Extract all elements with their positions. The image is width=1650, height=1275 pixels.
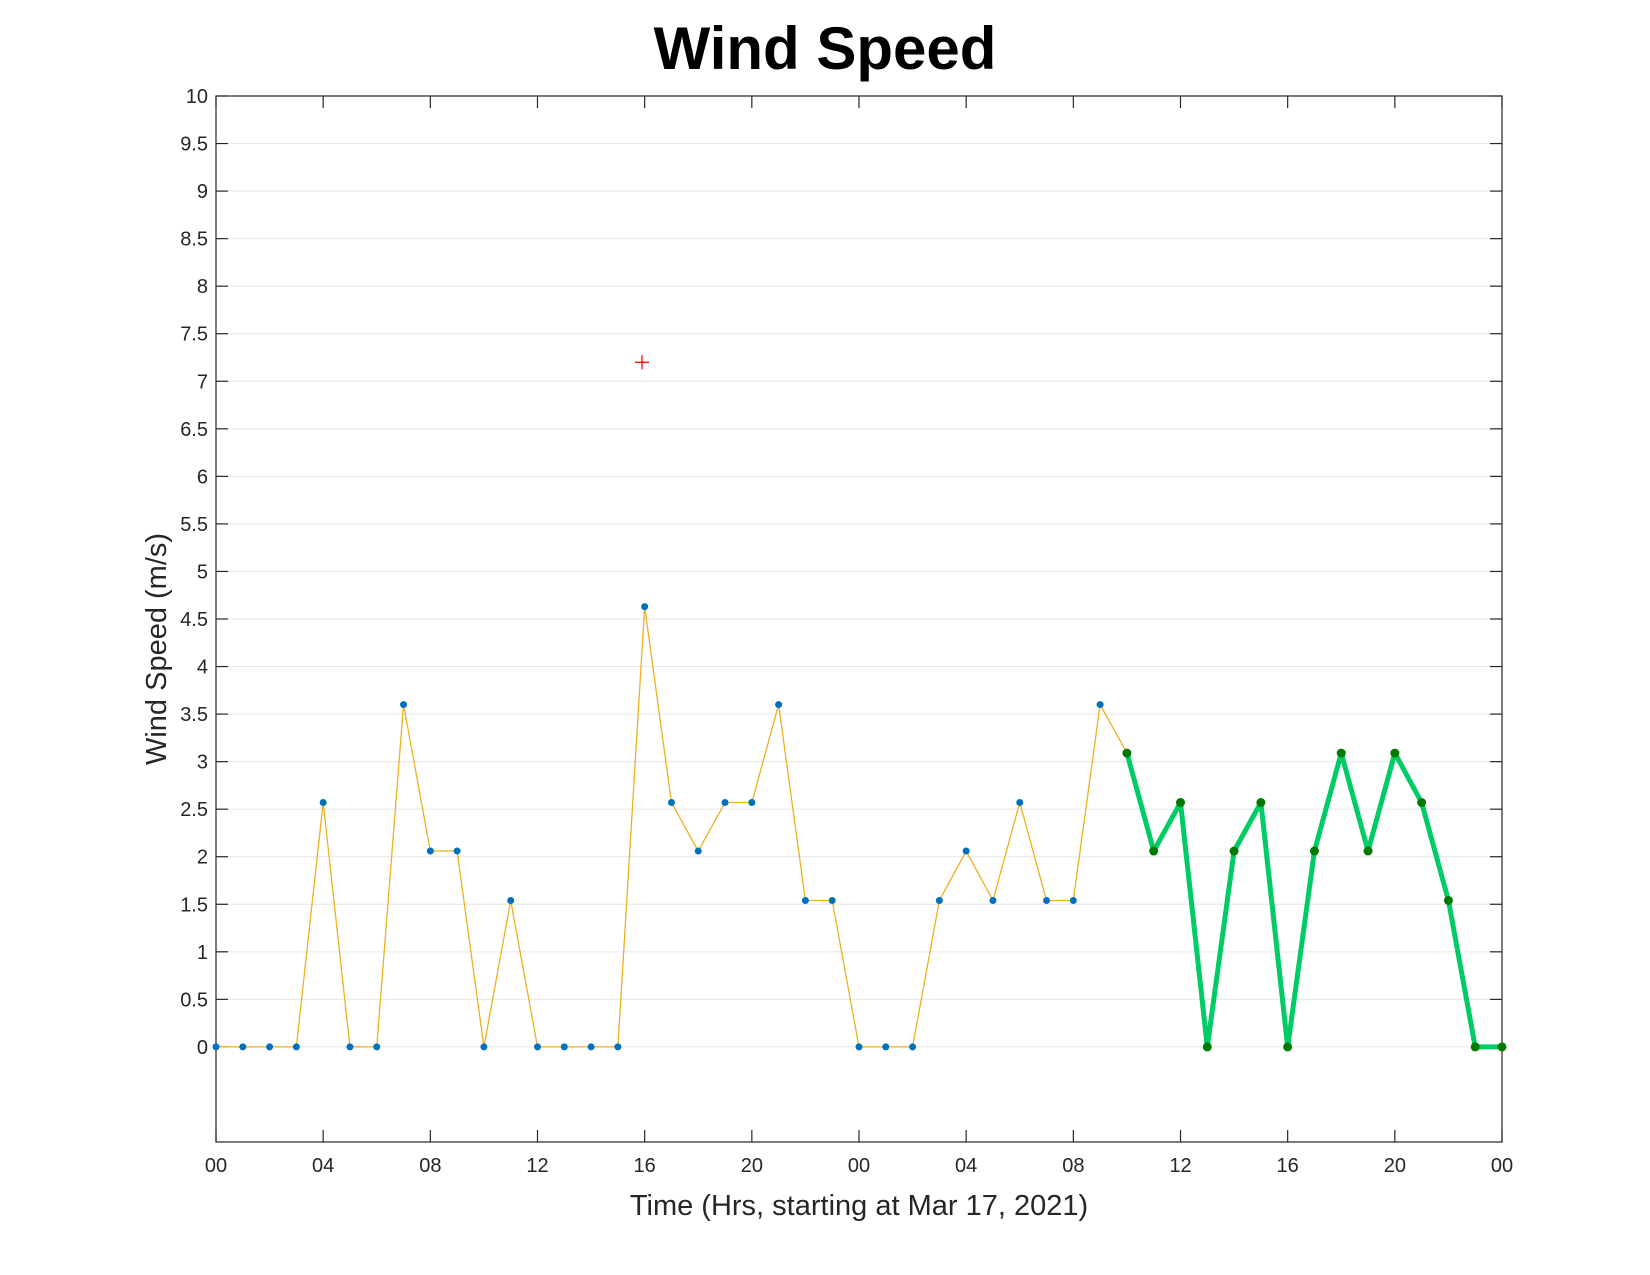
series-1-point [748,799,756,807]
series-1-point [614,1043,622,1051]
y-tick-label: 0 [197,1037,208,1059]
y-tick-label: 10 [186,86,208,108]
series-1-line [216,605,1128,1048]
y-tick-label: 5.5 [180,514,208,536]
x-tick-label: 20 [741,1155,763,1177]
x-tick-label: 04 [955,1155,977,1177]
x-tick-label: 00 [848,1155,870,1177]
series-1-point [346,1043,354,1051]
series-1-point [534,1043,541,1051]
series-2-point [1122,748,1132,758]
y-tick-label: 6.5 [180,419,208,441]
series-1-point [775,701,783,709]
y-tick-label: 4 [197,657,208,679]
series-2-point [1390,748,1400,758]
series-1-point [909,1043,917,1051]
x-tick-label: 08 [419,1155,441,1177]
series-1-point [694,847,702,855]
series-1-point [292,1043,300,1051]
series-2-point [1176,798,1185,808]
series-1-point [400,701,408,709]
x-tick-label: 04 [312,1155,334,1177]
annotation-layer [634,355,649,370]
y-tick-label: 9 [197,181,208,203]
red-plus-marker [634,355,649,370]
y-tick-label: 7 [197,371,208,393]
series-1-point [801,896,809,904]
series-2-point [1497,1042,1507,1052]
series-1-point [426,847,434,855]
series-1-point [828,896,836,904]
y-tick-label: 8.5 [180,229,208,251]
series-2-point [1309,846,1319,856]
series-1-point [721,799,729,807]
axis-ticks: 0 0.5 1 1.5 2 2.5 3 3.5 4 4.5 5 5.5 6 6.5 7 7.5 8 8.5 9 9.5… [180,86,1513,1177]
series-1-point [239,1043,247,1051]
series-2-point [1202,1042,1212,1052]
y-tick-label: 1.5 [180,894,208,916]
series-2-point [1283,1042,1293,1052]
series-1-point [855,1043,863,1051]
x-tick-label: 16 [1277,1155,1299,1177]
series-2-point [1470,1042,1480,1052]
series-1-point [507,896,515,904]
series-1-point [453,847,461,855]
x-tick-label: 00 [1491,1155,1513,1177]
x-tick-label: 08 [1062,1155,1084,1177]
series-1-point [587,1043,595,1051]
series-1-point [1069,896,1077,904]
x-axis-label: Time (Hrs, starting at Mar 17, 2021) [630,1190,1088,1222]
grid-lines [216,143,1502,1048]
chart-title: Wind Speed [653,15,997,82]
y-tick-label: 4.5 [180,609,208,631]
y-tick-label: 2 [197,847,208,869]
series-2-point [1336,748,1346,758]
series-layer [212,603,1507,1052]
series-1-point [882,1043,890,1051]
series-2-point [1256,798,1266,808]
series-2-point [1443,895,1453,905]
y-tick-label: 2.5 [180,799,208,821]
y-tick-label: 8 [197,276,208,298]
series-2-point [1363,846,1373,856]
series-1-point [319,799,327,807]
y-tick-label: 3.5 [180,704,208,726]
y-tick-label: 3 [197,752,208,774]
series-1-point [480,1043,488,1051]
series-1-point [1016,799,1024,807]
series-2-point [1149,846,1159,856]
series-1-point [667,799,675,807]
x-tick-label: 12 [1169,1155,1191,1177]
series-1-point [962,847,970,855]
series-1-point [560,1043,568,1051]
series-2-point [1229,846,1239,856]
series-2-point [1417,798,1427,808]
y-tick-label: 7.5 [180,324,208,346]
x-tick-label: 20 [1384,1155,1406,1177]
series-1-point [373,1043,381,1051]
y-tick-label: 5 [197,561,208,583]
series-1-point [1043,896,1051,904]
x-tick-label: 12 [526,1155,548,1177]
y-tick-label: 1 [197,942,208,964]
y-tick-label: 6 [197,466,208,488]
x-tick-label: 16 [634,1155,656,1177]
y-axis-label: Wind Speed (m/s) [141,533,173,765]
y-tick-label: 9.5 [180,134,208,156]
y-tick-label: 0.5 [180,989,208,1011]
series-1-point [212,1043,220,1051]
series-1-point [266,1043,274,1051]
series-1-point [935,896,943,904]
x-tick-label: 00 [205,1155,227,1177]
series-1-point [989,896,997,904]
series-1-point [641,603,649,611]
series-1-point [1096,701,1104,709]
